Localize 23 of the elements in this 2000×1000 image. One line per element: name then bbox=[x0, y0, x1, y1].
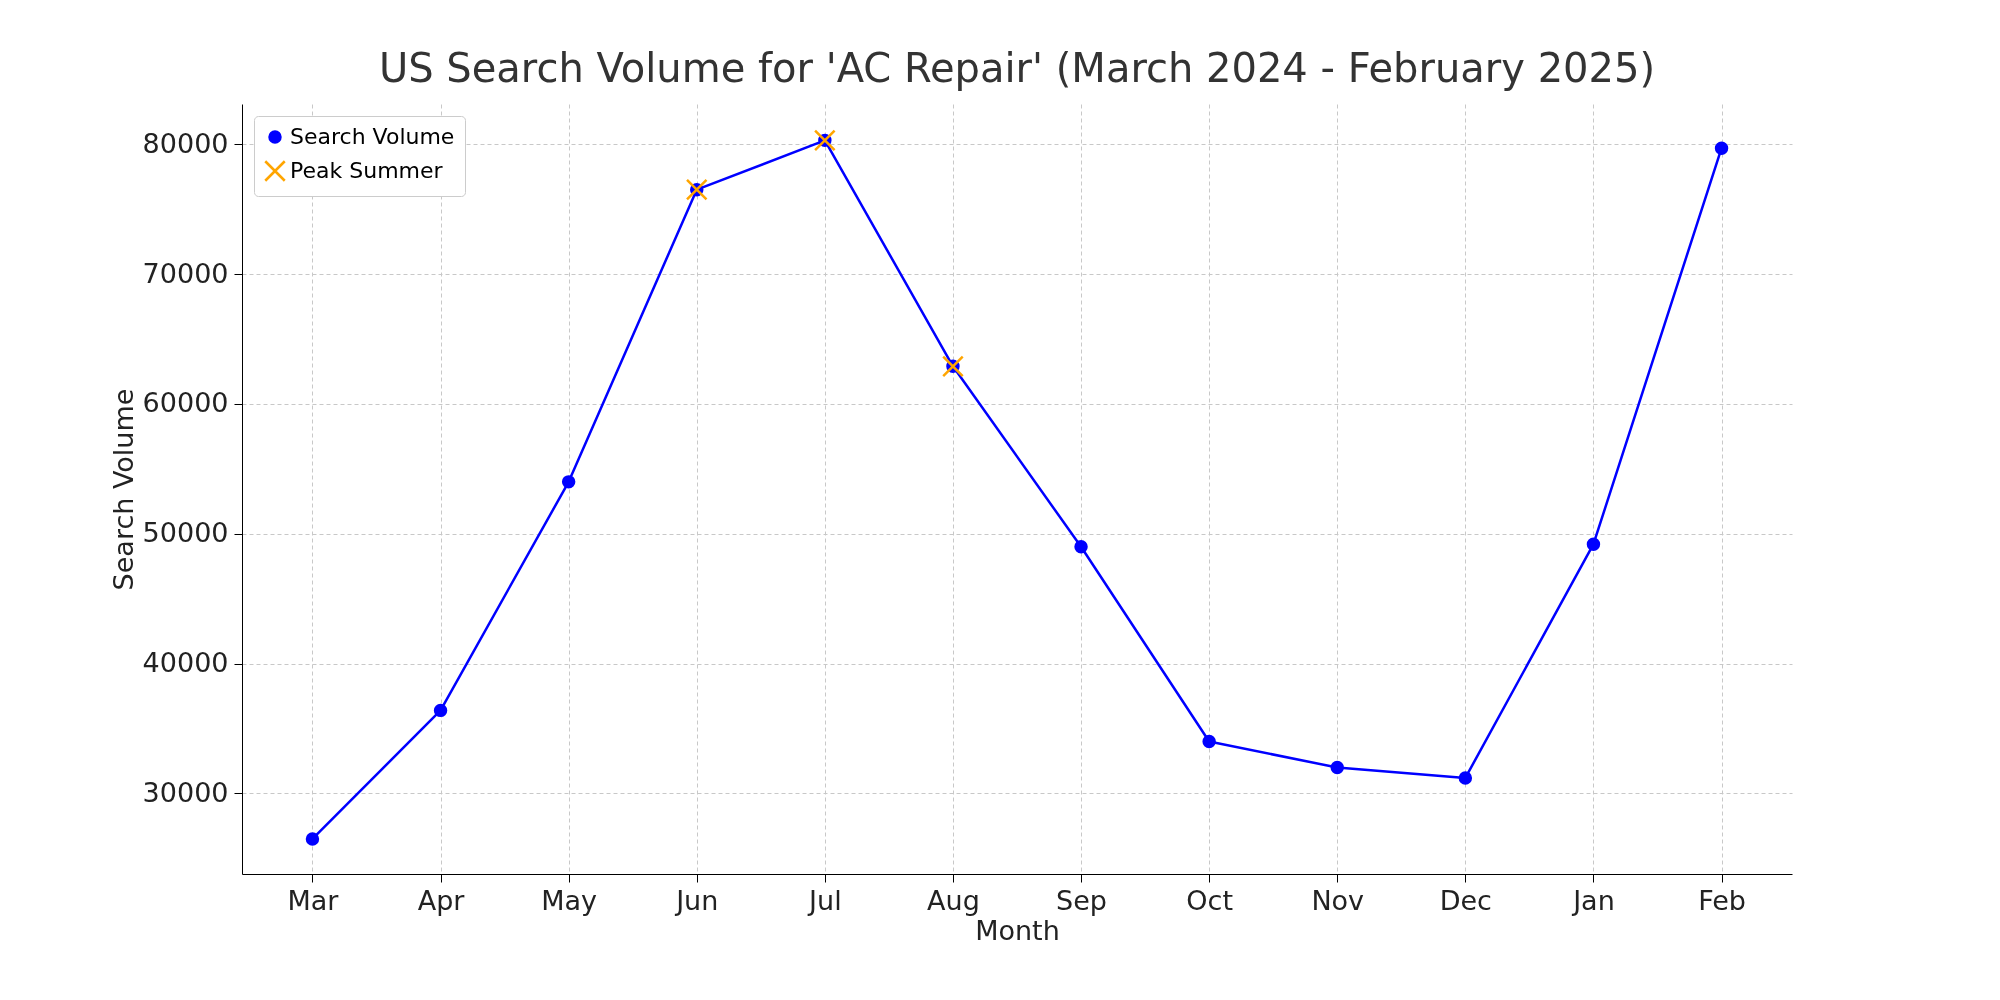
x-tick-label: Nov bbox=[1311, 884, 1365, 916]
x-tick-label: Apr bbox=[417, 884, 466, 916]
x-tick-label: Jan bbox=[1571, 884, 1615, 916]
x-tick-label: Sep bbox=[1056, 884, 1107, 916]
y-tick-label: 40000 bbox=[142, 647, 229, 679]
y-tick-label: 30000 bbox=[142, 776, 229, 808]
y-tick-label: 60000 bbox=[142, 387, 229, 419]
legend-label: Peak Summer bbox=[290, 158, 444, 183]
x-axis-title: Month bbox=[975, 914, 1060, 946]
x-tick-label: Jun bbox=[674, 884, 719, 916]
x-tick-label: Oct bbox=[1186, 884, 1233, 916]
x-tick-label: Feb bbox=[1698, 884, 1746, 916]
x-tick-label: May bbox=[541, 884, 598, 916]
chart-title: US Search Volume for 'AC Repair' (March 2024 - February 2025) bbox=[378, 45, 1656, 91]
x-tick-label: Mar bbox=[287, 884, 340, 916]
y-tick-label: 80000 bbox=[142, 127, 229, 159]
x-tick-label: Jul bbox=[807, 884, 842, 916]
legend-label: Search Volume bbox=[290, 124, 455, 149]
y-tick-label: 50000 bbox=[142, 517, 229, 549]
y-tick-label: 70000 bbox=[142, 257, 229, 289]
x-tick-label: Dec bbox=[1439, 884, 1492, 916]
x-tick-label: Aug bbox=[927, 884, 980, 916]
y-axis-title: Search Volume bbox=[107, 388, 139, 591]
